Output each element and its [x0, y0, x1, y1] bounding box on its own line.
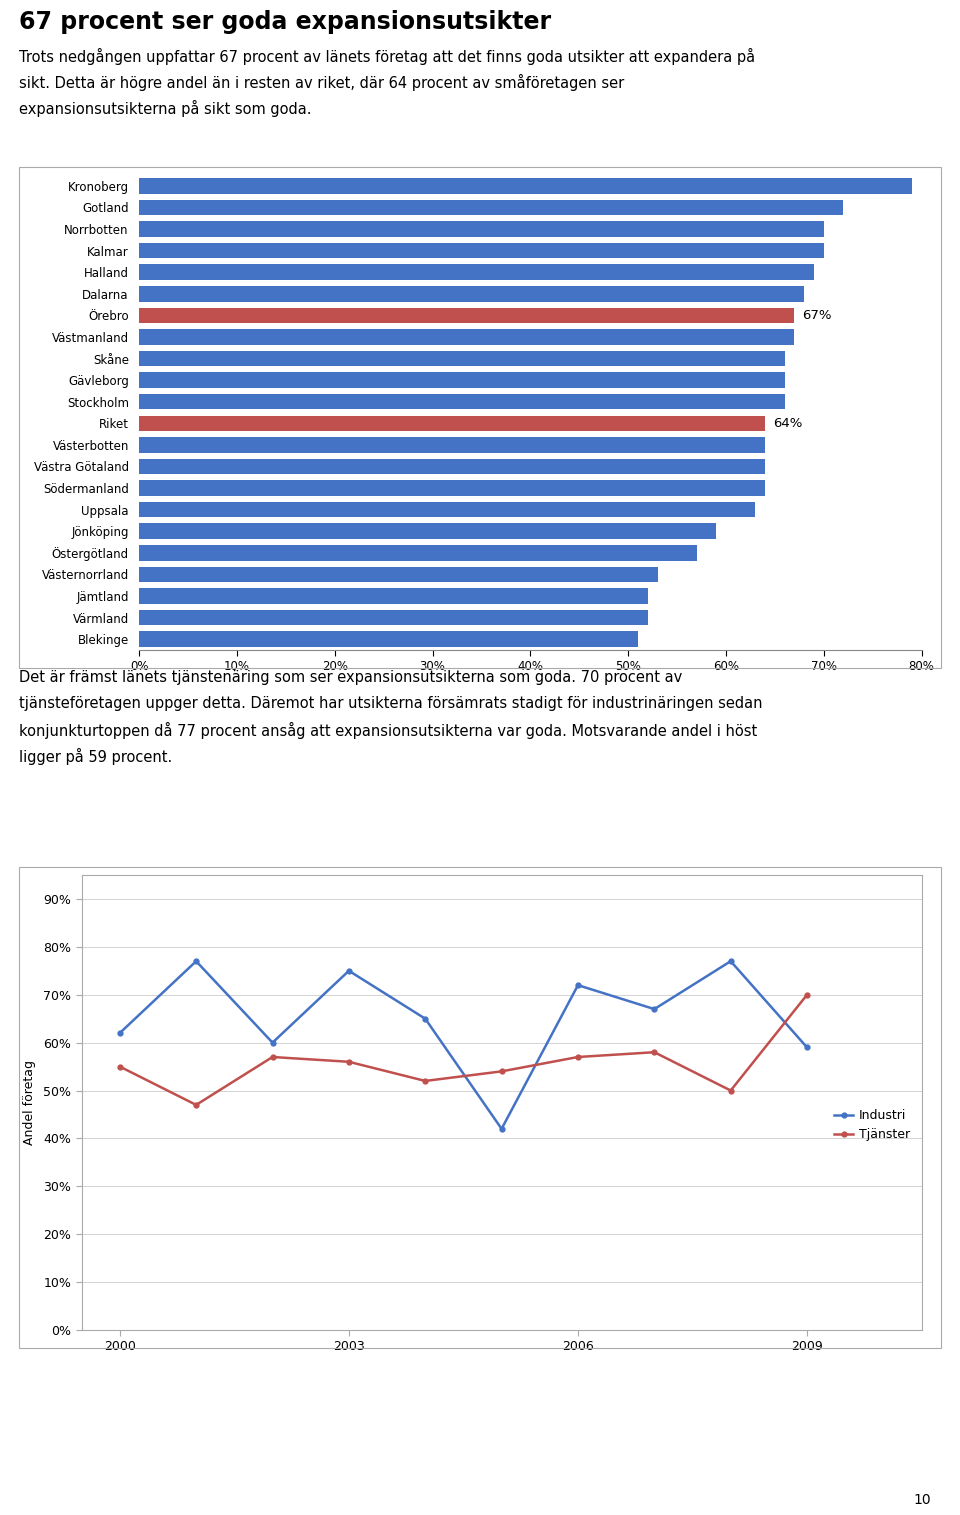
Bar	[139, 524, 716, 539]
Text: 10: 10	[914, 1494, 931, 1507]
Legend: Industri, Tjänster: Industri, Tjänster	[829, 1104, 915, 1147]
Bar	[139, 200, 843, 215]
Bar	[139, 329, 795, 345]
Text: Trots nedgången uppfattar 67 procent av länets företag att det finns goda utsikt: Trots nedgången uppfattar 67 procent av …	[19, 48, 756, 65]
Text: Det är främst länets tjänstenäring som ser expansionsutsikterna som goda. 70 pro: Det är främst länets tjänstenäring som s…	[19, 670, 683, 685]
Text: 67 procent ser goda expansionsutsikter: 67 procent ser goda expansionsutsikter	[19, 11, 551, 33]
Bar	[139, 545, 697, 561]
Bar	[139, 265, 814, 280]
Bar	[139, 394, 784, 409]
Bar	[139, 221, 824, 236]
Text: 67%: 67%	[803, 309, 831, 321]
Text: ligger på 59 procent.: ligger på 59 procent.	[19, 748, 173, 765]
Bar	[139, 308, 795, 323]
Text: expansionsutsikterna på sikt som goda.: expansionsutsikterna på sikt som goda.	[19, 100, 312, 117]
Bar	[139, 459, 765, 474]
Bar	[139, 438, 765, 453]
Y-axis label: Andel företag: Andel företag	[23, 1060, 36, 1145]
Bar	[139, 415, 765, 432]
Text: konjunkturtoppen då 77 procent ansåg att expansionsutsikterna var goda. Motsvara: konjunkturtoppen då 77 procent ansåg att…	[19, 723, 757, 739]
Bar	[139, 567, 658, 582]
Bar	[139, 501, 756, 518]
Bar	[139, 480, 765, 495]
Text: sikt. Detta är högre andel än i resten av riket, där 64 procent av småföretagen : sikt. Detta är högre andel än i resten a…	[19, 74, 624, 91]
Bar	[139, 373, 784, 388]
Bar	[139, 351, 784, 367]
Bar	[139, 286, 804, 301]
Bar	[139, 242, 824, 259]
Text: tjänsteföretagen uppger detta. Däremot har utsikterna försämrats stadigt för ind: tjänsteföretagen uppger detta. Däremot h…	[19, 695, 762, 711]
Bar	[139, 611, 648, 626]
Bar	[139, 179, 912, 194]
Bar	[139, 588, 648, 604]
Text: 64%: 64%	[773, 417, 803, 430]
Bar	[139, 632, 638, 647]
